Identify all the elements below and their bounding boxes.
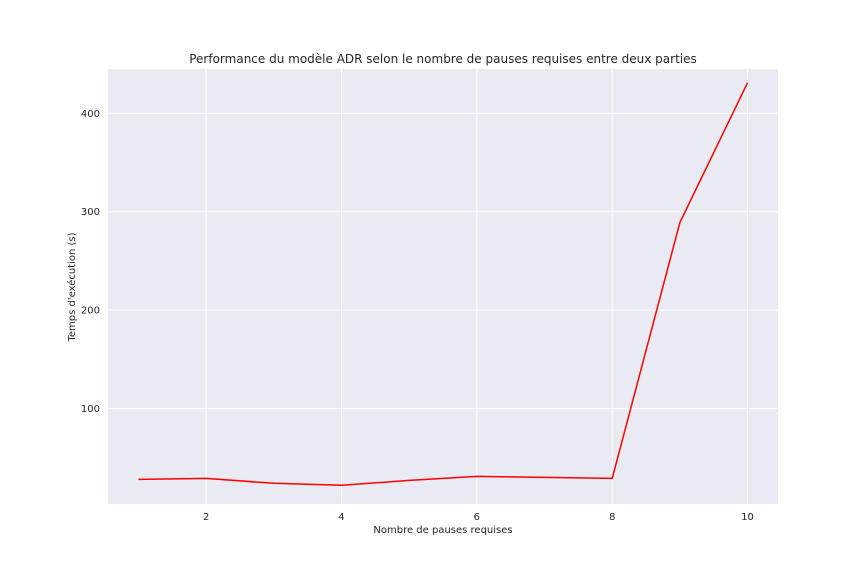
grid-lines [108,69,778,504]
x-tick-label: 4 [338,512,344,523]
x-tick-label: 6 [474,512,480,523]
y-tick-labels: 100 200 300 400 [81,109,100,415]
x-tick-label: 2 [203,512,209,523]
y-tick-label: 100 [81,404,100,415]
series-line-0 [138,82,749,487]
y-tick-label: 400 [81,109,100,120]
series-layer [138,82,749,487]
x-tick-label: 8 [609,512,615,523]
plot-area [108,69,778,504]
x-tick-label: 10 [741,512,754,523]
y-tick-label: 300 [81,207,100,218]
x-tick-labels: 2 4 6 8 10 [203,512,754,523]
chart-title: Performance du modèle ADR selon le nombr… [189,52,697,66]
y-axis-title: Temps d'exécution (s) [66,232,78,342]
y-tick-label: 200 [81,306,100,317]
x-axis-title: Nombre de pauses requises [373,525,512,536]
